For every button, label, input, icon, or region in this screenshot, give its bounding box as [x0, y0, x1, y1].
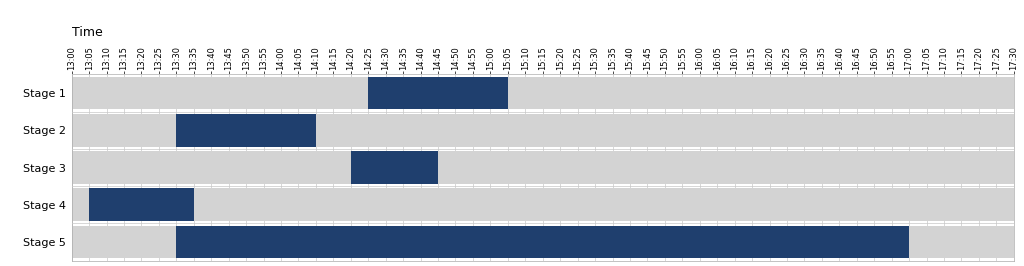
- Bar: [72, 151, 1014, 184]
- Bar: [72, 114, 1014, 147]
- Bar: [369, 77, 508, 110]
- Bar: [72, 226, 1014, 259]
- Bar: [72, 188, 1014, 221]
- Bar: [176, 226, 909, 259]
- Bar: [89, 188, 194, 221]
- Bar: [72, 77, 1014, 110]
- Bar: [351, 151, 438, 184]
- Bar: [176, 114, 316, 147]
- Text: Time: Time: [72, 26, 102, 39]
